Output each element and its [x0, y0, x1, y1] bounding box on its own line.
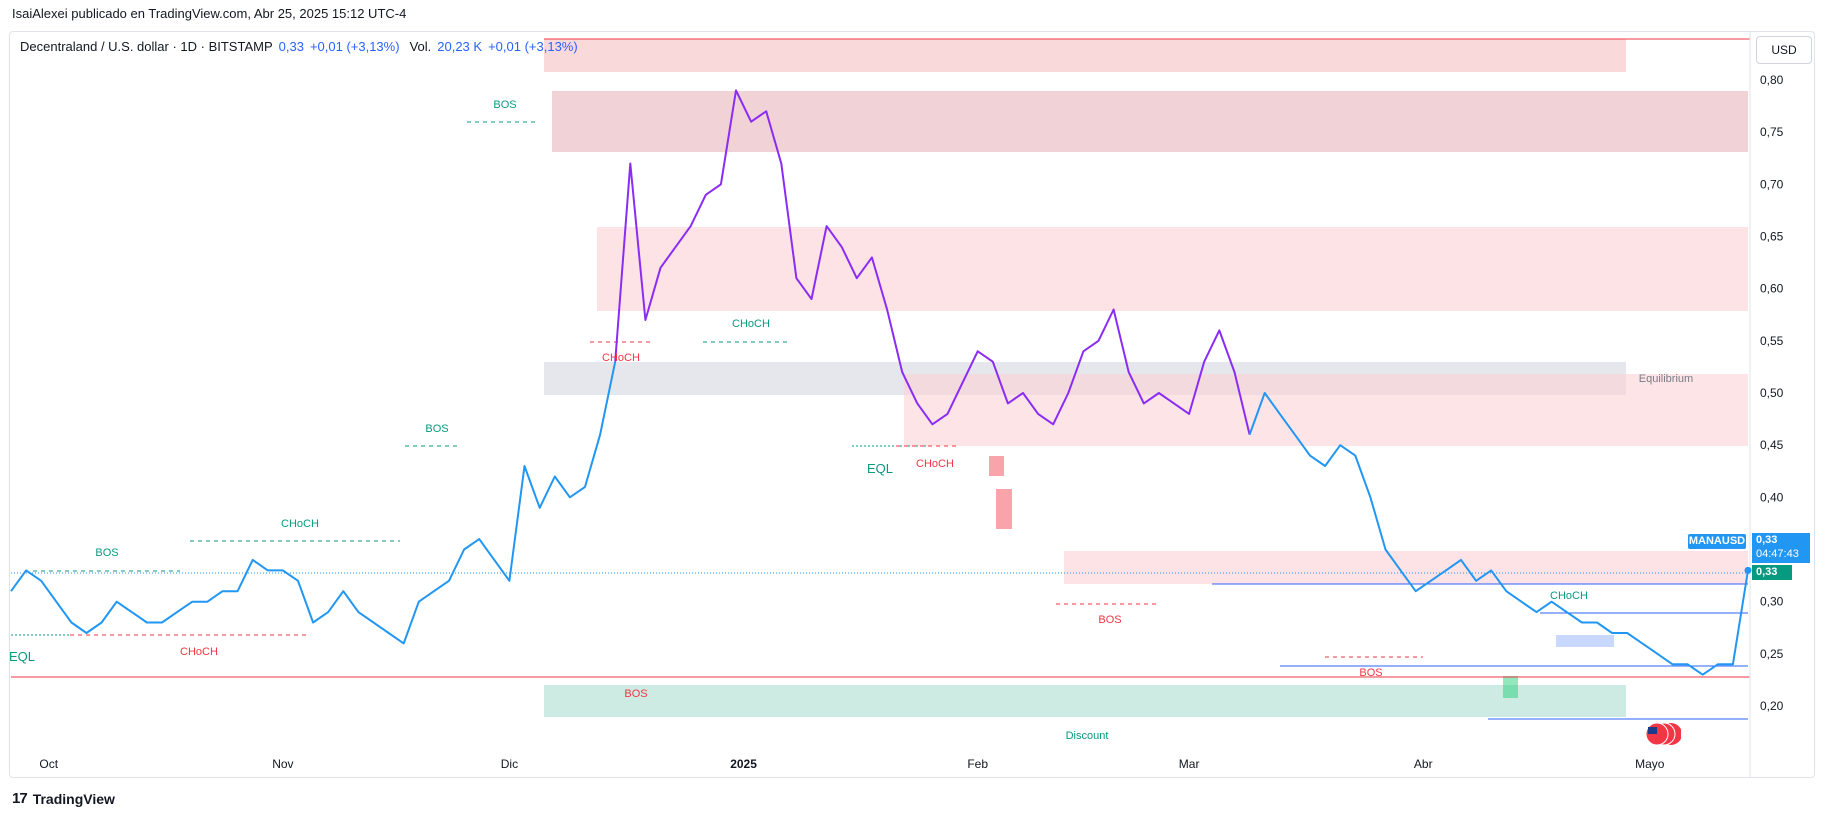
premium-zone-3 — [597, 227, 1748, 311]
discount-zone — [544, 685, 1626, 717]
series-line-segment[interactable] — [10, 361, 617, 645]
y-tick-label: 0,60 — [1760, 282, 1784, 296]
legend-price: 0,33 — [278, 39, 304, 54]
x-tick-label: Dic — [501, 757, 518, 771]
structure-label: CHoCH — [281, 518, 319, 530]
x-tick-label: Abr — [1414, 757, 1433, 771]
x-tick-label: Mayo — [1635, 757, 1665, 771]
chart-frame — [9, 31, 1815, 778]
currency-selector[interactable]: USD — [1756, 36, 1812, 64]
price-series[interactable] — [10, 89, 1752, 676]
y-tick-label: 0,75 — [1760, 125, 1784, 139]
y-tick-label: 0,30 — [1760, 595, 1784, 609]
flag-icon — [1643, 722, 1681, 746]
structure-label: CHoCH — [916, 458, 954, 470]
close-price-tag: 0,33 — [1752, 565, 1792, 580]
structure-label: BOS — [425, 423, 448, 435]
structure-label: EQL — [867, 461, 893, 476]
y-tick-label: 0,45 — [1760, 438, 1784, 452]
chart-legend: Decentraland / U.S. dollar · 1D · BITSTA… — [20, 39, 578, 54]
last-price-value: 0,33 — [1756, 534, 1778, 546]
published-line: IsaiAlexei publicado en TradingView.com,… — [12, 6, 407, 21]
legend-vol-label: Vol. — [409, 39, 432, 54]
premium-zone-4 — [904, 374, 1748, 446]
premium-zone-1 — [544, 39, 1626, 72]
ob-bearish-1 — [989, 456, 1004, 476]
y-tick-label: 0,40 — [1760, 490, 1784, 504]
structure-label: Discount — [1066, 730, 1109, 742]
structure-label: CHoCH — [732, 318, 770, 330]
structure-labels: BOS CHoCH CHoCH BOS BOS CHoCH CHoCH EQL CHoCH BOS… — [9, 99, 1693, 742]
brand-name: TradingView — [32, 790, 115, 807]
y-tick-label: 0,20 — [1760, 699, 1784, 713]
y-tick-label: 0,65 — [1760, 230, 1784, 244]
x-tick-label: Mar — [1179, 757, 1200, 771]
structure-label: EQL — [9, 649, 35, 664]
legend-vol-value: 20,23 K — [437, 39, 483, 54]
tradingview-logo-icon: 17 — [12, 790, 28, 807]
series-line-segment[interactable] — [1248, 392, 1749, 676]
x-tick-label: Nov — [272, 757, 293, 771]
structure-label: CHoCH — [180, 646, 218, 658]
legend-vol-change: +0,01 (+3,13%) — [488, 39, 578, 54]
structure-label: BOS — [493, 99, 516, 111]
structure-label: BOS — [1359, 667, 1382, 679]
x-axis-ticks: Oct Nov Dic 2025 Feb Mar Abr Mayo — [39, 757, 1664, 771]
y-tick-label: 0,55 — [1760, 334, 1784, 348]
y-tick-label: 0,70 — [1760, 177, 1784, 191]
x-tick-label: 2025 — [730, 757, 757, 771]
structure-label: BOS — [624, 688, 647, 700]
structure-label: CHoCH — [602, 352, 640, 364]
y-tick-label: 0,50 — [1760, 386, 1784, 400]
last-point-marker — [1744, 566, 1752, 574]
y-tick-label: 0,25 — [1760, 647, 1784, 661]
symbol-tag: MANAUSD — [1688, 534, 1746, 549]
y-axis-ticks: 0,800,750,700,650,600,550,500,450,400,35… — [1760, 73, 1784, 713]
legend-symbol[interactable]: Decentraland / U.S. dollar · 1D · BITSTA… — [20, 39, 273, 54]
structure-label: CHoCH — [1550, 590, 1588, 602]
countdown: 04:47:43 — [1756, 548, 1799, 560]
ob-bearish-2 — [996, 489, 1012, 529]
x-tick-label: Oct — [39, 757, 58, 771]
x-tick-label: Feb — [967, 757, 988, 771]
last-price-tag: 0,33 04:47:43 — [1752, 533, 1810, 563]
structure-label: BOS — [1098, 614, 1121, 626]
structure-label: BOS — [95, 547, 118, 559]
footer-brand[interactable]: 17 TradingView — [12, 790, 115, 807]
structure-label: Equilibrium — [1639, 373, 1693, 385]
ob-bullish-1 — [1503, 676, 1518, 698]
ob-bullish-2 — [1556, 635, 1614, 647]
y-tick-label: 0,80 — [1760, 73, 1784, 87]
legend-change: +0,01 (+3,13%) — [309, 39, 400, 54]
series-line-segment[interactable] — [614, 89, 1251, 435]
